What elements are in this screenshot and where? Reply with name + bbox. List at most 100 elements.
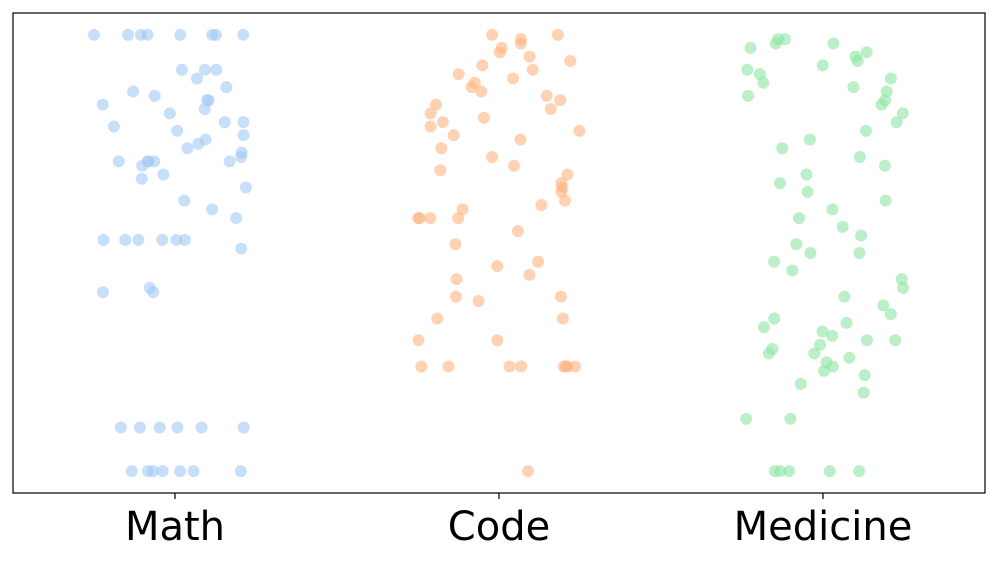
point (97, 233, 110, 246)
point (800, 168, 813, 181)
point (786, 264, 799, 277)
point (112, 155, 125, 168)
point (554, 94, 567, 107)
point (96, 98, 109, 111)
point (783, 465, 796, 478)
point (823, 465, 836, 478)
point (486, 151, 499, 163)
point (450, 273, 463, 286)
point (122, 28, 135, 41)
point (424, 212, 437, 225)
point (114, 421, 127, 434)
point (141, 28, 154, 41)
point (840, 316, 853, 329)
point (503, 360, 516, 373)
plot-frame (12, 12, 986, 494)
point (827, 37, 840, 50)
point (107, 120, 120, 133)
point (424, 107, 437, 120)
point (235, 242, 248, 255)
point (178, 194, 191, 207)
point (429, 98, 442, 111)
point (877, 299, 890, 312)
point (762, 347, 775, 360)
point (153, 421, 166, 434)
point (523, 50, 536, 63)
point (838, 290, 851, 303)
point (794, 377, 807, 390)
point (568, 360, 581, 373)
point (198, 63, 211, 76)
point (859, 124, 872, 137)
point (515, 360, 528, 373)
x-tick-label: Code (448, 504, 550, 550)
point (860, 334, 873, 347)
point (851, 55, 864, 67)
point (523, 268, 536, 281)
point (198, 103, 211, 115)
point (171, 124, 184, 137)
point (452, 68, 465, 81)
point (156, 233, 169, 246)
point (125, 465, 138, 478)
point (132, 233, 145, 246)
point (522, 465, 535, 478)
point (88, 28, 101, 41)
point (235, 151, 248, 163)
point (209, 28, 222, 41)
point (223, 155, 236, 168)
point (187, 465, 200, 478)
point (826, 203, 839, 216)
point (879, 194, 892, 207)
point (237, 129, 250, 142)
point (803, 133, 816, 146)
point (181, 142, 194, 155)
point (514, 37, 527, 50)
point (740, 412, 753, 425)
point (491, 334, 504, 347)
point (442, 360, 455, 373)
point (561, 168, 574, 181)
point (808, 347, 821, 360)
point (776, 142, 789, 155)
point (774, 465, 787, 478)
point (544, 103, 557, 115)
point (415, 360, 428, 373)
point (424, 120, 437, 133)
point (206, 203, 219, 216)
point (757, 321, 770, 334)
point (855, 229, 868, 242)
point (157, 168, 170, 181)
point (449, 238, 462, 251)
point (230, 212, 243, 225)
point (514, 133, 527, 146)
point (573, 124, 586, 137)
point (790, 238, 803, 251)
point (475, 85, 488, 98)
point (133, 421, 146, 434)
point (507, 72, 520, 85)
point (551, 28, 564, 41)
point (143, 281, 156, 294)
point (884, 72, 897, 85)
point (742, 89, 755, 102)
point (234, 465, 247, 478)
point (896, 107, 909, 120)
point (96, 286, 109, 299)
point (826, 360, 839, 373)
point (853, 151, 866, 163)
point (493, 46, 506, 59)
point (836, 220, 849, 233)
point (890, 116, 903, 129)
point (741, 63, 754, 76)
point (540, 89, 553, 102)
x-tick-label: Medicine (734, 504, 913, 550)
point (156, 465, 169, 478)
point (192, 137, 205, 150)
point (476, 59, 489, 72)
point (434, 164, 447, 177)
point (435, 142, 448, 155)
point (897, 281, 910, 294)
point (511, 225, 524, 238)
